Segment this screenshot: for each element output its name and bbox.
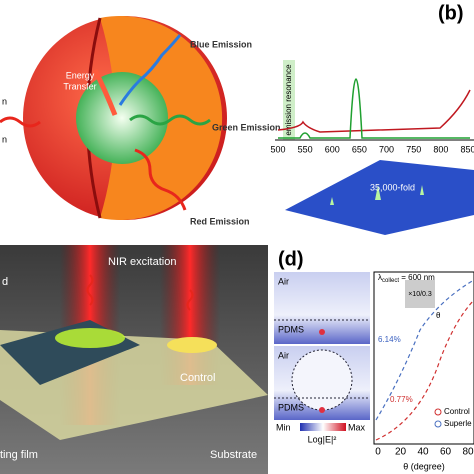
core xyxy=(76,72,168,164)
legend-entry: Control xyxy=(444,407,470,416)
colorbar xyxy=(300,423,346,431)
objective xyxy=(405,280,435,308)
x-tick-label: 750 xyxy=(406,144,421,154)
wave xyxy=(0,116,41,128)
glow xyxy=(55,328,125,348)
label: Blue Emission xyxy=(190,39,252,49)
panel-b: (b) emission resonance 500 550 600 650 700 75… xyxy=(270,2,474,235)
label: Air xyxy=(278,276,289,286)
x-tick-label: 20 xyxy=(395,447,407,458)
x-tick-label: 650 xyxy=(352,144,367,154)
red-spectrum xyxy=(277,89,471,133)
x-tick-label: 60 xyxy=(440,447,452,458)
text: λ xyxy=(378,273,382,282)
label: Control xyxy=(180,372,215,384)
source xyxy=(319,407,325,413)
wave xyxy=(186,289,194,311)
x-tick-label: 800 xyxy=(433,144,448,154)
superlens-curve xyxy=(375,279,474,421)
cut-label: n xyxy=(2,134,7,144)
label: Red Emission xyxy=(190,216,250,226)
x-tick-label: 700 xyxy=(379,144,394,154)
x-tick-label: 80 xyxy=(462,447,474,458)
resonance-box xyxy=(283,60,295,140)
wave xyxy=(86,274,94,306)
label: Air xyxy=(278,350,289,360)
label: 35,000-fold xyxy=(370,182,415,192)
label: PDMS xyxy=(278,402,304,412)
cut-label: n xyxy=(2,96,7,106)
wave-blue xyxy=(118,34,182,106)
panel-label: (d) xyxy=(278,248,304,270)
x-tick-label: 500 xyxy=(270,144,285,154)
label: Log|E|² xyxy=(308,434,337,444)
green-spectrum xyxy=(278,78,470,139)
panel-a: n n Energy Transfer Blue Emission Green … xyxy=(0,15,281,226)
control-curve xyxy=(375,299,474,441)
arrow xyxy=(92,68,118,116)
label: λcollect = 600 nm xyxy=(378,273,435,283)
panel-d: (d) Air PDMS Air PDMS Min Max Log|E|² λc… xyxy=(274,248,474,471)
label: ×10/0.3 xyxy=(408,291,432,298)
label: emission resonance xyxy=(284,64,293,136)
x-tick-label: 600 xyxy=(325,144,340,154)
axis-label: θ (degree) xyxy=(403,461,445,471)
label: 0.77% xyxy=(390,395,413,404)
cut-label: d xyxy=(2,276,8,288)
text: = 600 nm xyxy=(399,273,435,282)
legend-marker xyxy=(434,408,442,416)
peaks xyxy=(330,185,424,205)
particle xyxy=(291,349,353,411)
x-ticks: 500 550 600 650 700 750 800 850 xyxy=(270,144,474,154)
x-tick-label: 850 xyxy=(460,144,474,154)
panel-label: (b) xyxy=(438,2,464,24)
cut-label: ting film xyxy=(0,449,38,461)
x-tick-label: 40 xyxy=(417,447,429,458)
wave-green xyxy=(129,114,211,126)
label: θ xyxy=(436,311,441,320)
text: collect xyxy=(382,278,399,284)
legend-entry: Superle xyxy=(444,419,472,428)
x-ticks: 0 20 40 60 80 xyxy=(375,447,474,458)
label: PDMS xyxy=(278,324,304,334)
control-spot xyxy=(167,337,217,353)
label: Green Emission xyxy=(212,122,281,132)
label: Transfer xyxy=(63,81,96,91)
panel-c: NIR excitation Control Substrate d ting … xyxy=(0,245,268,474)
label: 6.14% xyxy=(378,335,401,344)
wave-red xyxy=(134,148,187,211)
label: NIR excitation xyxy=(108,256,176,268)
label: Substrate xyxy=(210,449,257,461)
label: Energy xyxy=(66,70,95,80)
label: Max xyxy=(348,422,366,432)
legend-marker xyxy=(434,420,442,428)
x-tick-label: 550 xyxy=(298,144,313,154)
source xyxy=(319,329,325,335)
label: Min xyxy=(276,422,291,432)
x-tick-label: 0 xyxy=(375,447,381,458)
